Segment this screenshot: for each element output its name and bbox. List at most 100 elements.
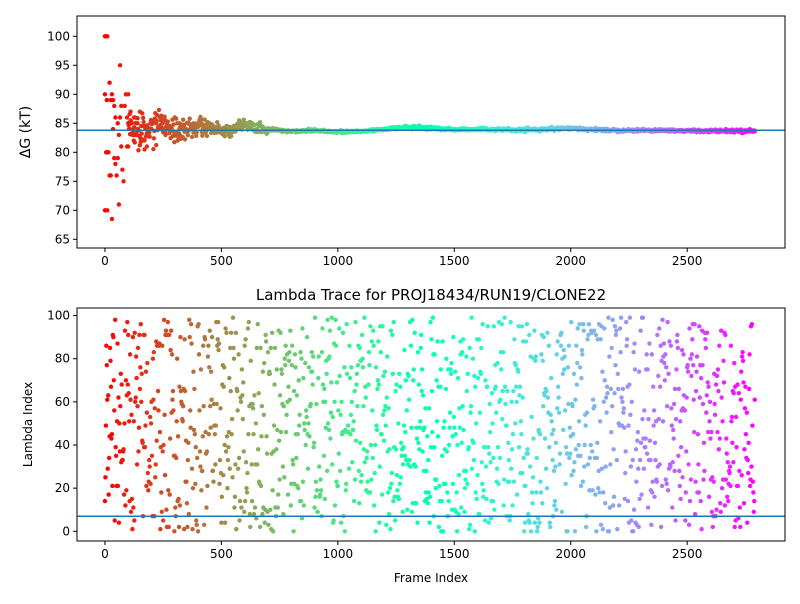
lambda-point xyxy=(627,382,632,387)
lambda-point xyxy=(170,388,176,394)
lambda-point xyxy=(534,490,539,495)
lambda-point xyxy=(307,434,312,439)
delta-g-point xyxy=(114,173,119,178)
lambda-point xyxy=(388,526,393,532)
lambda-point xyxy=(706,384,711,389)
lambda-point xyxy=(311,440,317,446)
delta-g-point xyxy=(113,161,118,167)
lambda-point xyxy=(338,520,344,525)
lambda-point xyxy=(208,425,213,430)
lambda-point xyxy=(631,507,637,512)
lambda-point xyxy=(513,362,518,368)
lambda-point xyxy=(488,516,494,521)
lambda-point xyxy=(145,360,150,366)
lambda-point xyxy=(609,429,614,435)
lambda-point xyxy=(596,468,601,474)
lambda-point xyxy=(544,388,549,394)
lambda-point xyxy=(230,475,235,480)
lambda-point xyxy=(591,328,597,333)
lambda-point xyxy=(476,337,482,342)
lambda-point xyxy=(173,505,178,510)
lambda-point xyxy=(262,520,267,525)
lambda-point xyxy=(593,492,598,497)
lambda-point xyxy=(601,399,607,405)
lambda-point xyxy=(171,408,176,413)
lambda-point xyxy=(432,352,437,357)
lambda-point xyxy=(577,321,582,327)
lambda-point xyxy=(217,457,223,463)
delta-g-point xyxy=(127,112,132,117)
lambda-point xyxy=(602,326,607,331)
lambda-point xyxy=(131,505,136,510)
lambda-point xyxy=(605,391,610,396)
lambda-point xyxy=(711,479,716,484)
lambda-point xyxy=(264,451,270,456)
lambda-point xyxy=(569,472,574,478)
lambda-point xyxy=(512,337,517,342)
lambda-point xyxy=(375,386,380,392)
lambda-point xyxy=(518,419,524,424)
lambda-point xyxy=(452,425,457,430)
lambda-point xyxy=(683,490,688,495)
lambda-point xyxy=(212,432,218,437)
lambda-point xyxy=(612,391,617,396)
delta-g-point xyxy=(151,136,157,141)
lambda-point xyxy=(368,442,374,448)
lambda-point xyxy=(595,440,600,446)
lambda-point xyxy=(439,453,445,458)
delta-g-point xyxy=(228,134,234,139)
lambda-point xyxy=(682,408,688,413)
lambda-point xyxy=(337,468,343,474)
lambda-point xyxy=(627,315,633,320)
lambda-point xyxy=(255,447,261,452)
lambda-point xyxy=(367,362,372,368)
lambda-point xyxy=(502,384,508,389)
lambda-point xyxy=(674,367,679,372)
lambda-point xyxy=(112,408,117,413)
lambda-point xyxy=(508,319,513,325)
lambda-point xyxy=(402,453,408,458)
lambda-point xyxy=(139,399,144,405)
lambda-point xyxy=(138,365,143,370)
lambda-point xyxy=(230,315,236,320)
delta-g-point xyxy=(105,34,110,39)
lambda-point xyxy=(336,408,341,413)
lambda-point xyxy=(750,479,756,484)
lambda-point xyxy=(456,472,462,478)
lambda-point xyxy=(386,406,391,411)
lambda-point xyxy=(364,455,369,461)
y-tick-label: 60 xyxy=(55,395,70,409)
lambda-point xyxy=(725,498,731,504)
delta-g-point xyxy=(182,137,188,142)
lambda-point xyxy=(737,505,743,510)
lambda-point xyxy=(551,468,557,474)
delta-g-point xyxy=(105,208,110,213)
lambda-point xyxy=(576,419,582,424)
delta-g-point xyxy=(187,116,192,121)
lambda-point xyxy=(625,498,631,504)
lambda-point xyxy=(606,529,612,534)
lambda-point xyxy=(450,481,456,487)
lambda-point xyxy=(308,401,314,407)
lambda-point xyxy=(188,425,193,430)
delta-g-point xyxy=(120,167,125,172)
lambda-point xyxy=(112,518,117,523)
lambda-point xyxy=(153,462,158,467)
lambda-point xyxy=(189,341,194,346)
lambda-point xyxy=(322,386,327,392)
lambda-point xyxy=(547,444,552,450)
lambda-point xyxy=(580,352,585,357)
lambda-point xyxy=(302,421,307,426)
lambda-point xyxy=(301,375,306,381)
lambda-point xyxy=(728,483,733,489)
lambda-point xyxy=(360,356,365,361)
lambda-point xyxy=(413,464,418,469)
lambda-point xyxy=(424,496,430,502)
lambda-point xyxy=(646,416,651,422)
lambda-point xyxy=(297,412,302,417)
lambda-point xyxy=(563,481,568,487)
lambda-point xyxy=(708,436,713,441)
lambda-point xyxy=(419,367,425,372)
lambda-point xyxy=(137,332,142,338)
